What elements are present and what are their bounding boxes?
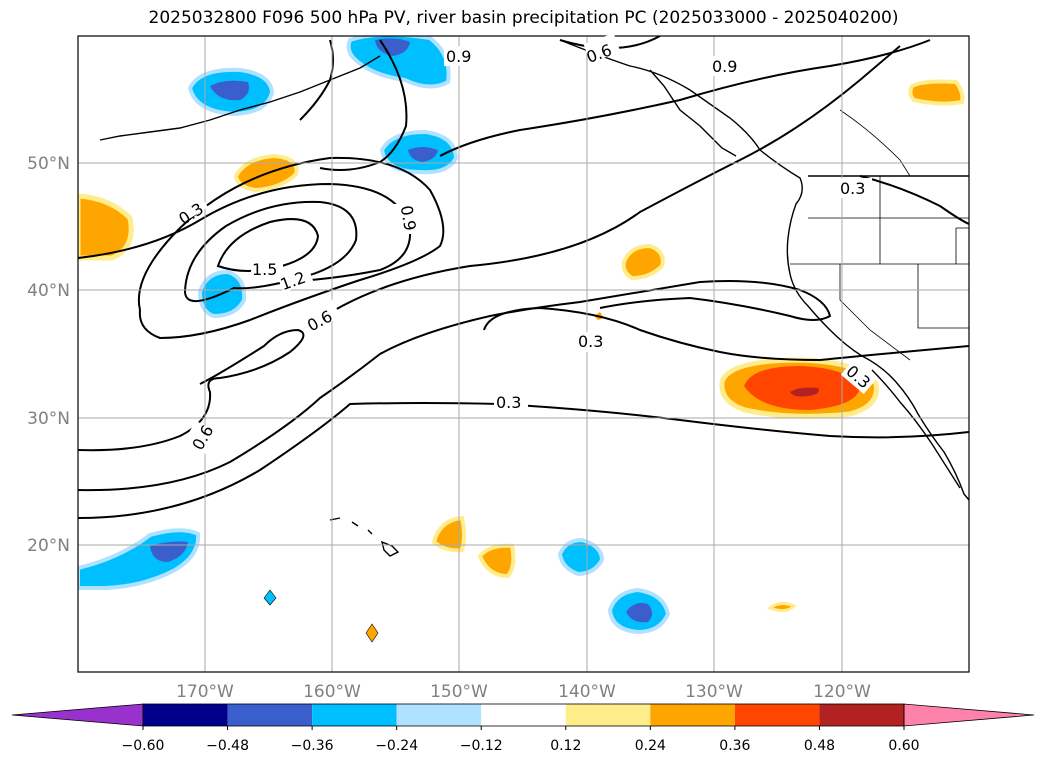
pv-contour [309, 45, 901, 327]
precip-negative-region [346, 36, 451, 89]
colorbar-segment [312, 704, 397, 726]
precip-negative-core [375, 38, 410, 56]
pv-contour [78, 402, 969, 519]
pv-contour [319, 39, 408, 171]
precip-negative-core [626, 603, 652, 623]
latitude-labels: 50°N 40°N 30°N 20°N [27, 154, 70, 556]
lon-label: 150°W [430, 682, 488, 702]
state-border [839, 264, 911, 361]
colorbar-frame [142, 703, 905, 727]
pv-contour [859, 175, 969, 225]
colorbar-segment [227, 704, 313, 726]
contour-label: 0.9 [397, 204, 420, 232]
colorbar-tick-label: −0.60 [122, 738, 165, 754]
pv-contour [483, 306, 969, 362]
colorbar-segment [396, 704, 482, 726]
pv-contour [78, 280, 832, 492]
hawaii-islands [329, 517, 400, 557]
colorbar-extend-max [903, 703, 1035, 727]
precip-negative-core [210, 80, 249, 101]
contour-label: 0.9 [712, 57, 737, 76]
contour-label: 1.5 [252, 260, 277, 279]
precip-positive-region [908, 79, 965, 106]
colorbar-segment [650, 704, 735, 726]
alaska-panhandle-islands [649, 69, 737, 157]
colorbar-tick-label: 0.36 [719, 738, 750, 754]
precip-positive-region [477, 543, 516, 579]
contour-label: 0.3 [840, 179, 865, 198]
baja-coast [871, 369, 961, 489]
colorbar-tick-label: −0.48 [206, 738, 249, 754]
colorbar-tick-label: 0.48 [804, 738, 835, 754]
precip-positive-region [431, 515, 466, 553]
colorbar-tick-label: 0.24 [635, 738, 666, 754]
map-title: 2025032800 F096 500 hPa PV, river basin … [148, 8, 899, 28]
lat-label: 30°N [27, 409, 70, 429]
colorbar: −0.60 −0.48 −0.36 −0.24 −0.12 0.12 0.24 0.36 0.4… [11, 703, 1035, 754]
colorbar-tick-label: 0.60 [888, 738, 919, 754]
plot-frame [77, 35, 970, 673]
colorbar-tick-label: 0.12 [550, 738, 581, 754]
precip-positive-region [365, 623, 379, 643]
colorbar-tick-label: −0.12 [460, 738, 503, 754]
aleutian-chain [99, 55, 381, 141]
precip-shading [78, 36, 965, 643]
lat-label: 50°N [27, 154, 70, 174]
colorbar-segment [481, 704, 566, 726]
longitude-labels: 170°W 160°W 150°W 140°W 130°W 120°W [176, 682, 871, 702]
state-border [917, 264, 969, 329]
contour-label: 0.9 [446, 47, 471, 66]
precip-positive-region [621, 243, 665, 281]
colorbar-extend-min [11, 703, 144, 727]
precip-negative-region [78, 528, 201, 590]
pv-contour [78, 182, 412, 283]
state-border [955, 227, 969, 264]
lat-label: 40°N [27, 281, 70, 301]
coastlines [99, 39, 969, 557]
precip-negative-core [150, 541, 188, 562]
gridlines [78, 36, 969, 672]
lon-label: 140°W [558, 682, 616, 702]
contour-label: 0.3 [578, 332, 603, 351]
colorbar-tick-label: −0.24 [375, 738, 418, 754]
map-plot-area [78, 36, 969, 672]
precip-positive-region [78, 193, 134, 261]
colorbar-segment [819, 704, 904, 726]
pv-contour [439, 39, 931, 157]
state-border [839, 109, 911, 177]
pv-contour [78, 328, 305, 452]
pv-contour [183, 200, 358, 303]
lat-label: 20°N [27, 536, 70, 556]
lon-label: 130°W [685, 682, 743, 702]
precip-positive-region [766, 601, 797, 613]
north-america-coast [559, 39, 969, 501]
colorbar-segment [143, 704, 228, 726]
lon-label: 170°W [176, 682, 234, 702]
precip-negative-region [557, 537, 605, 577]
lon-label: 120°W [813, 682, 871, 702]
colorbar-segment [565, 704, 651, 726]
pv-contour [299, 39, 334, 121]
colorbar-tick-label: −0.36 [291, 738, 334, 754]
contour-label: 0.3 [496, 393, 521, 412]
lon-label: 160°W [303, 682, 361, 702]
state-borders [790, 109, 969, 361]
precip-negative-region [263, 589, 277, 606]
precip-negative-core [408, 147, 438, 162]
colorbar-segment [734, 704, 820, 726]
precip-positive-peak [790, 387, 819, 397]
pv-contour [137, 156, 445, 340]
